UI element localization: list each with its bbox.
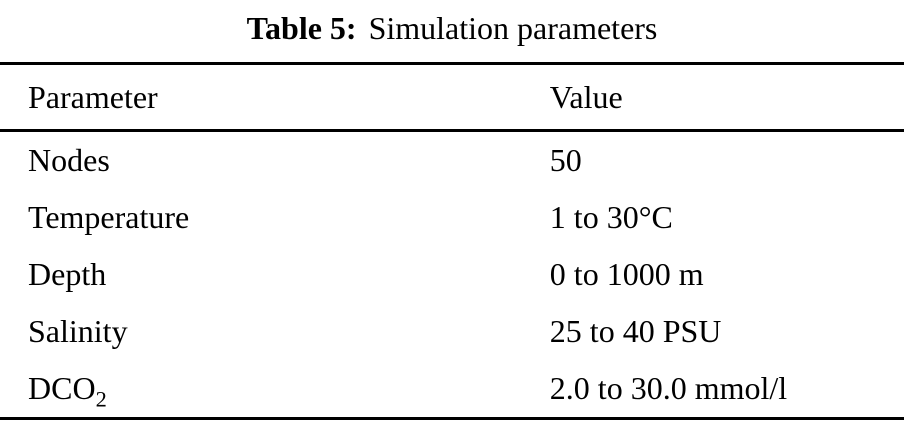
table-body: Nodes 50 Temperature 1 to 30°C Depth 0 t… (0, 131, 904, 419)
value-cell: 25 to 40 PSU (549, 313, 722, 349)
table-header-row: Parameter Value (0, 64, 904, 131)
table-row: DCO2 2.0 to 30.0 mmol/l (0, 360, 904, 419)
param-text: Salinity (28, 313, 128, 349)
table-row: Depth 0 to 1000 m (0, 246, 904, 303)
value-cell: 1 to 30°C (549, 199, 673, 235)
table-header: Parameter Value (0, 64, 904, 131)
param-text: Temperature (28, 199, 190, 235)
param-subscript: 2 (95, 386, 107, 412)
param-cell: Salinity (0, 303, 548, 360)
table-caption: Table 5: Simulation parameters (0, 6, 904, 50)
table-row: Nodes 50 (0, 131, 904, 190)
param-text: Nodes (28, 142, 110, 178)
param-cell: Temperature (0, 189, 548, 246)
param-cell: Depth (0, 246, 548, 303)
table-caption-label: Table 5: (246, 10, 357, 46)
value-cell: 0 to 1000 m (549, 256, 704, 292)
param-text: Depth (28, 256, 107, 292)
param-cell: Nodes (0, 131, 548, 190)
param-text: DCO (28, 370, 96, 406)
value-cell: 2.0 to 30.0 mmol/l (549, 370, 788, 406)
table-caption-text: Simulation parameters (368, 10, 658, 46)
simulation-parameters-table: Parameter Value Nodes 50 Temperature 1 t… (0, 62, 904, 420)
header-parameter: Parameter (28, 79, 158, 115)
param-cell: DCO2 (0, 360, 548, 419)
table-row: Temperature 1 to 30°C (0, 189, 904, 246)
value-cell: 50 (549, 142, 582, 178)
header-value: Value (549, 79, 623, 115)
table-row: Salinity 25 to 40 PSU (0, 303, 904, 360)
